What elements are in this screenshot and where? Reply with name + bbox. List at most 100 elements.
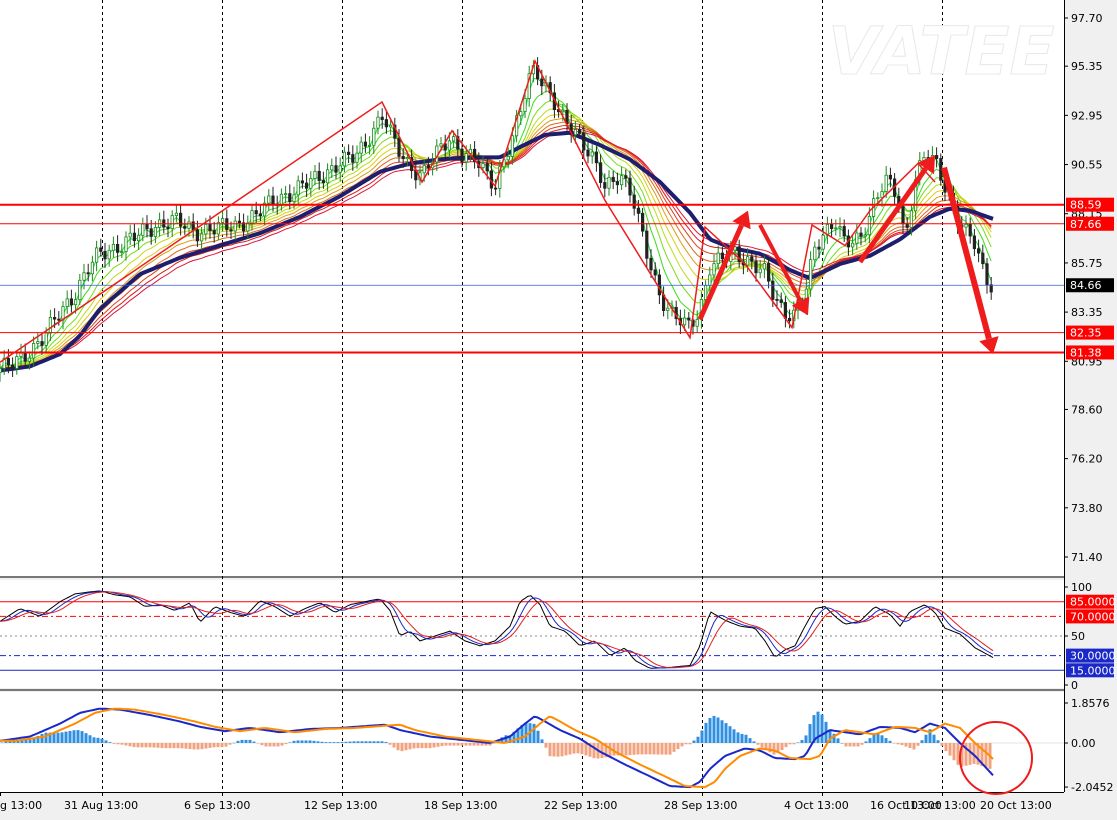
- price-y-label: 90.55: [1071, 159, 1103, 172]
- macd-histogram-bar: [588, 743, 592, 757]
- macd-histogram-bar: [436, 743, 440, 747]
- macd-histogram-bar: [680, 743, 684, 747]
- macd-histogram-bar: [364, 741, 368, 743]
- stoch-main-line: [0, 590, 994, 669]
- price-y-label: 71.40: [1071, 551, 1103, 564]
- macd-histogram-bar: [52, 732, 56, 743]
- price-y-label: 73.80: [1071, 502, 1103, 515]
- macd-histogram-bar: [460, 743, 464, 746]
- macd-histogram-bar: [604, 743, 608, 758]
- candle-body: [645, 230, 649, 259]
- candle-body: [32, 343, 36, 359]
- candle-body: [985, 263, 989, 286]
- candle-body: [53, 317, 57, 320]
- macd-histogram-bar: [568, 743, 572, 755]
- macd-histogram-bar: [92, 737, 96, 743]
- candle-body: [405, 157, 410, 160]
- candle-body: [149, 228, 153, 237]
- vertical-gridlines: [102, 0, 943, 792]
- macd-histogram-bar: [584, 743, 588, 756]
- macd-histogram-bar: [952, 743, 956, 761]
- candle-body: [968, 223, 972, 237]
- price-y-label: 83.35: [1071, 306, 1103, 319]
- candle-body: [788, 317, 792, 322]
- macd-histogram-bar: [8, 740, 12, 743]
- macd-histogram-bar: [0, 742, 4, 744]
- macd-histogram-bar: [800, 740, 804, 743]
- macd-histogram-bar: [524, 722, 528, 743]
- stoch-level-tag-bg: [1066, 594, 1114, 609]
- macd-histogram-bar: [148, 743, 152, 748]
- candle-body: [439, 143, 443, 147]
- macd-histogram-bar: [300, 740, 304, 743]
- candle-body: [830, 224, 834, 229]
- candle-body: [687, 317, 691, 321]
- price-y-label: 95.35: [1071, 60, 1103, 73]
- macd-histogram-bar: [972, 743, 976, 764]
- macd-histogram-bar: [980, 743, 984, 767]
- candle-body: [498, 166, 502, 189]
- trend-arrow-shaft: [941, 166, 992, 340]
- candle-body: [905, 223, 909, 228]
- candle-body: [2, 357, 6, 369]
- candle-body: [506, 156, 510, 161]
- macd-histogram-bar: [896, 743, 900, 745]
- candle-body: [754, 260, 758, 274]
- macd-histogram-bar: [132, 743, 136, 748]
- candle-body: [842, 226, 846, 237]
- macd-histogram-bar: [920, 740, 924, 743]
- macd-histogram-bar: [792, 743, 796, 745]
- candle-body: [540, 78, 544, 87]
- candle-body: [279, 193, 284, 206]
- macd-y-label: 1.8576: [1071, 697, 1110, 710]
- ma-line-2: [0, 90, 992, 369]
- candle-body: [485, 163, 489, 172]
- candle-body: [95, 247, 99, 263]
- macd-histogram-bar: [28, 739, 32, 743]
- candle-body: [573, 129, 578, 136]
- candle-body: [607, 176, 611, 189]
- candle-body: [346, 151, 351, 155]
- ema-slow-line: [0, 130, 994, 373]
- time-label: 20 Oct 13:00: [980, 799, 1052, 812]
- macd-histogram-bar: [76, 730, 80, 743]
- candle-body: [582, 132, 586, 151]
- time-label: 4 Oct 13:00: [784, 799, 849, 812]
- macd-histogram-bar: [712, 715, 716, 743]
- macd-panel-bg: [0, 692, 1064, 792]
- macd-histogram-bar: [352, 741, 356, 743]
- macd-histogram-bar: [644, 743, 648, 755]
- macd-histogram-bar: [936, 740, 940, 743]
- macd-histogram-bar: [20, 739, 24, 743]
- macd-histogram-bar: [128, 743, 132, 747]
- macd-histogram-bar: [144, 743, 148, 748]
- stoch-level-tag-bg: [1066, 609, 1114, 624]
- candle-body: [128, 232, 132, 238]
- macd-histogram-bar: [948, 743, 952, 756]
- candle-body: [0, 368, 2, 373]
- stoch-y-label: 100: [1071, 581, 1092, 594]
- macd-histogram-bar: [536, 730, 540, 743]
- candle-body: [65, 298, 69, 307]
- candle-body: [888, 174, 893, 180]
- macd-histogram-bar: [452, 743, 456, 746]
- macd-histogram-bar: [676, 743, 680, 750]
- price-panel: [0, 57, 1064, 382]
- macd-histogram-bar: [448, 743, 452, 746]
- candle-body: [901, 206, 905, 225]
- candle-body: [267, 195, 271, 204]
- macd-histogram-bar: [852, 743, 856, 747]
- macd-histogram-bar: [412, 743, 416, 749]
- macd-histogram-bar: [304, 740, 308, 743]
- macd-histogram-bar: [576, 743, 580, 754]
- candle-body: [6, 357, 10, 366]
- macd-histogram-bar: [440, 743, 444, 747]
- macd-histogram-bar: [196, 743, 200, 750]
- candle-body: [989, 284, 993, 293]
- macd-histogram-bar: [932, 734, 936, 743]
- candle-body: [187, 221, 191, 229]
- candle-body: [615, 181, 620, 186]
- price-y-label: 85.75: [1071, 257, 1103, 270]
